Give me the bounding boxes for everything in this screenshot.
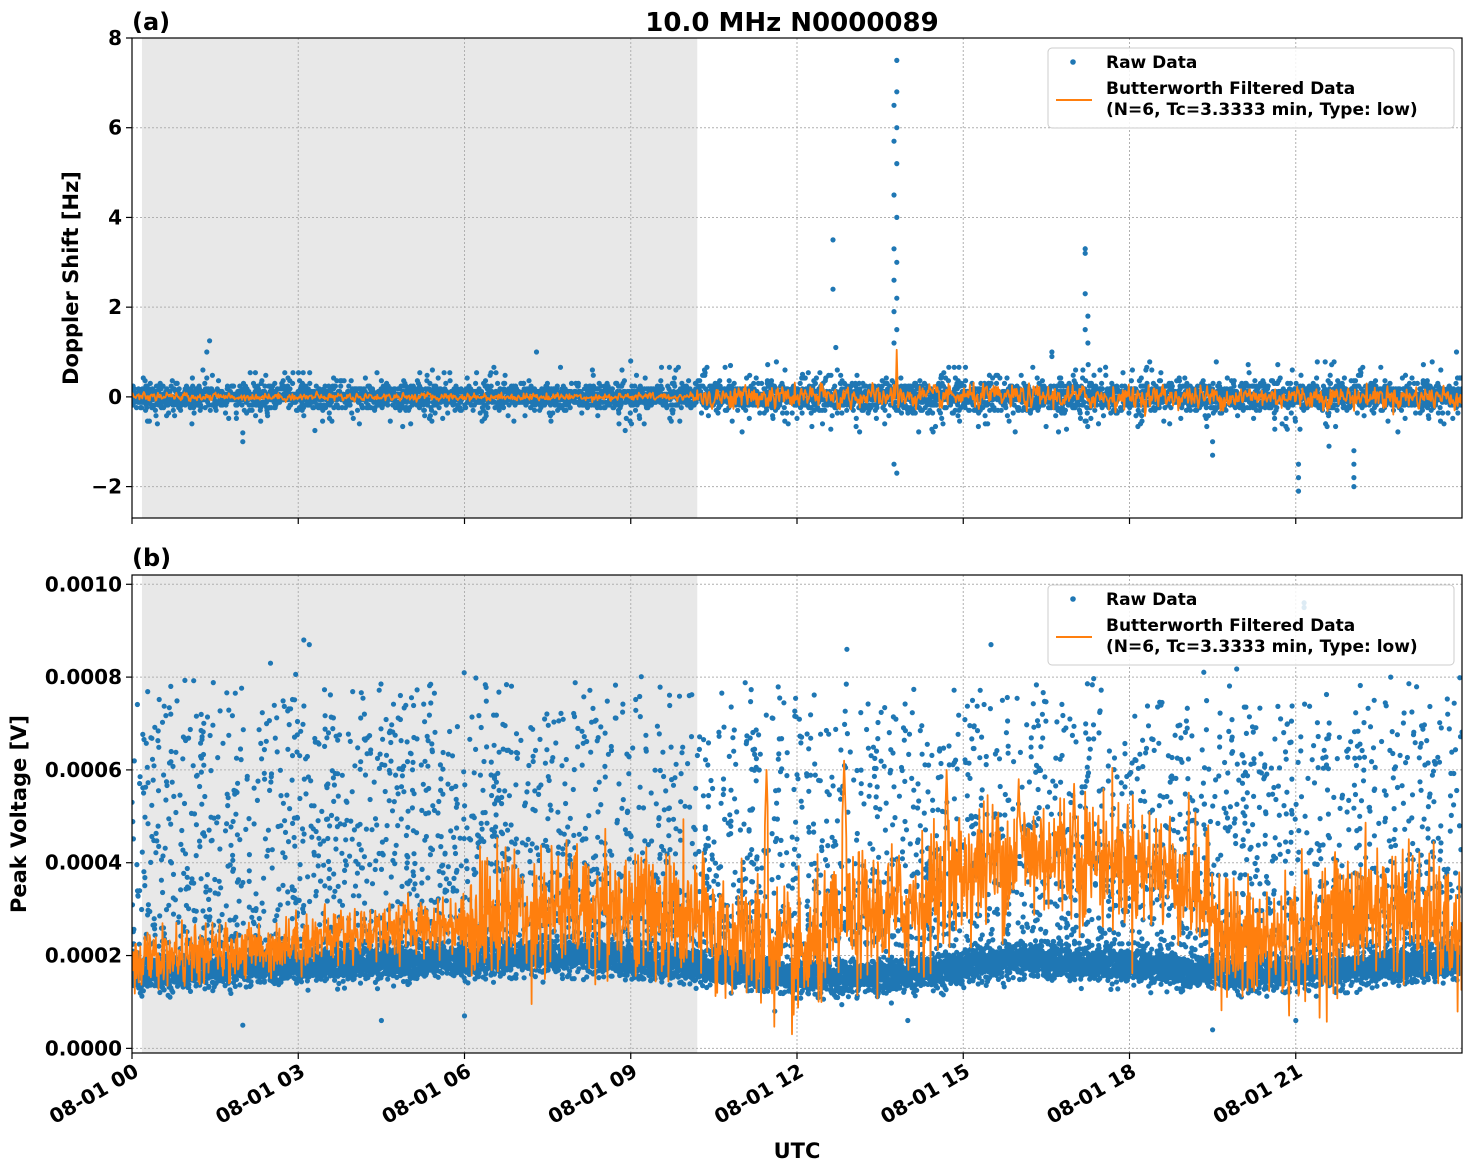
legend-filtered-label: Butterworth Filtered Data [1106, 616, 1355, 636]
legend: Raw Data Butterworth Filtered Data(N=6, T… [1048, 48, 1454, 128]
x-tick-label: 08-01 21 [1209, 1059, 1307, 1129]
legend-filtered-label: Butterworth Filtered Data [1106, 79, 1355, 99]
y-tick-label: 0.0008 [45, 665, 122, 689]
panel-b-group: 0.0000 0.0002 0.0004 0.0006 0.0008 0.0010 08-0… [7, 544, 1465, 1129]
y-tick-label: −2 [91, 475, 122, 499]
panel-a-group: −2 0 2 4 6 8 (a) Doppler Shift [Hz] Raw Data Butt… [59, 8, 1465, 524]
x-tick-label: 08-01 00 [45, 1059, 143, 1129]
y-tick-label: 4 [108, 205, 122, 229]
y-tick-label: 0.0006 [45, 758, 122, 782]
x-axis-label: UTC [774, 1139, 821, 1163]
x-tick-label: 08-01 15 [876, 1059, 974, 1129]
legend-raw-marker [1070, 596, 1076, 602]
y-axis-label: Peak Voltage [V] [7, 715, 31, 913]
y-tick-label: 0.0000 [45, 1036, 122, 1060]
x-tick-label: 08-01 18 [1042, 1059, 1140, 1129]
y-tick-label: 0.0010 [45, 572, 122, 596]
legend-filtered-params: (N=6, Tc=3.3333 min, Type: low) [1106, 100, 1418, 120]
y-tick-label: 6 [108, 116, 122, 140]
shaded-region [142, 38, 697, 518]
legend-raw-label: Raw Data [1106, 590, 1197, 610]
y-tick-label: 0 [108, 385, 122, 409]
x-tick-label: 08-01 09 [544, 1059, 642, 1129]
legend-filtered-params: (N=6, Tc=3.3333 min, Type: low) [1106, 637, 1418, 657]
legend: Raw Data Butterworth Filtered Data(N=6, T… [1048, 585, 1454, 665]
legend-raw-label: Raw Data [1106, 53, 1197, 73]
y-tick-label: 2 [108, 295, 122, 319]
y-tick-label: 0.0004 [45, 851, 122, 875]
panel-label: (b) [132, 544, 171, 572]
legend-raw-marker [1070, 59, 1076, 65]
x-tick-label: 08-01 03 [211, 1059, 309, 1129]
x-tick-label: 08-01 12 [710, 1059, 808, 1129]
y-tick-label: 0.0002 [45, 944, 122, 968]
figure-title: 10.0 MHz N0000089 [645, 8, 938, 38]
x-tick-label: 08-01 06 [377, 1059, 475, 1129]
y-axis-label: Doppler Shift [Hz] [59, 171, 83, 385]
panel-label: (a) [132, 8, 170, 36]
y-tick-label: 8 [108, 26, 122, 50]
